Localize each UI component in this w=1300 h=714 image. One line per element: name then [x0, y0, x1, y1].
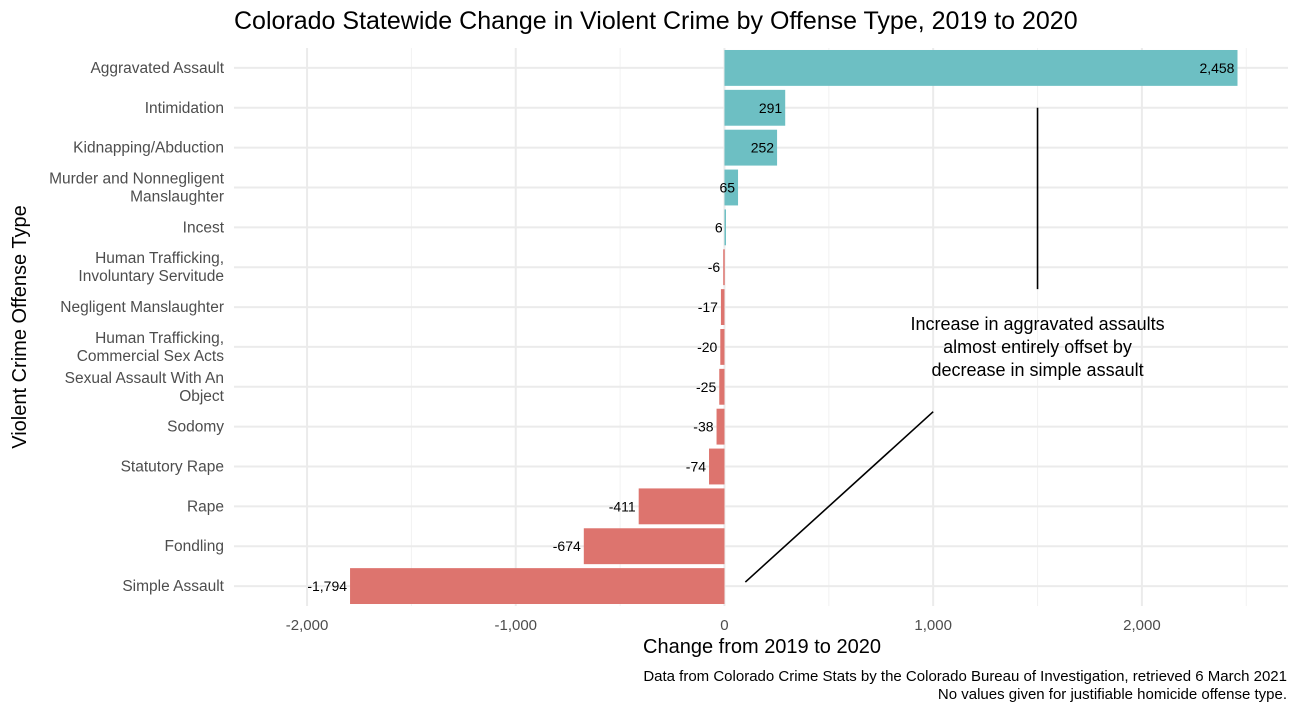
bar-value-label: 2,458: [1199, 60, 1234, 76]
caption-line: Data from Colorado Crime Stats by the Co…: [643, 668, 1287, 685]
bar-value-label: -20: [697, 339, 717, 355]
y-tick-label: Rape: [187, 498, 224, 515]
y-tick-label: Sexual Assault With An Object: [65, 370, 225, 405]
x-tick-label: 0: [720, 617, 728, 634]
annotation: Increase in aggravated assaults almost en…: [744, 107, 1165, 583]
y-tick-label: Simple Assault: [122, 578, 224, 595]
x-tick-label: 2,000: [1123, 617, 1161, 634]
bar: [724, 89, 786, 126]
y-axis-title: Violent Crime Offense Type: [9, 205, 31, 448]
y-tick-label: Fondling: [165, 538, 224, 555]
bar-value-label: 291: [759, 100, 783, 116]
bar-value-label: -411: [609, 498, 636, 514]
y-tick-label: Human Trafficking, Involuntary Servitude: [78, 250, 224, 285]
y-tick-label: Aggravated Assault: [90, 60, 224, 77]
caption: Data from Colorado Crime Stats by the Co…: [643, 668, 1287, 703]
bar-value-label: -6: [708, 259, 721, 275]
x-axis-title: Change from 2019 to 2020: [643, 636, 881, 658]
y-tick-label: Sodomy: [167, 419, 224, 436]
x-tick-label: 1,000: [914, 617, 952, 634]
bars: 2,458 291 252 65 6 -6 -17 -20 -25 -38 -74 -411 -674 -…: [307, 49, 1238, 605]
caption-line: No values given for justifiable homicide…: [938, 686, 1287, 703]
bar-value-label: 252: [751, 140, 775, 156]
bar: [719, 368, 725, 405]
bar-value-label: -17: [698, 299, 718, 315]
x-tick-label: -2,000: [286, 617, 329, 634]
bar-value-label: -1,794: [307, 578, 347, 594]
x-tick-label: -1,000: [494, 617, 537, 634]
bar-value-label: -674: [553, 538, 581, 554]
bar: [723, 249, 725, 286]
y-tick-label: Human Trafficking, Commercial Sex Acts: [77, 330, 225, 365]
bar: [724, 129, 778, 166]
bar: [724, 209, 726, 246]
bar: [350, 568, 725, 605]
bar: [724, 49, 1238, 86]
annotation-text: Increase in aggravated assaults almost en…: [910, 314, 1164, 380]
y-tick-label: Statutory Rape: [121, 459, 224, 476]
bar-value-label: 65: [719, 180, 735, 196]
y-tick-label: Intimidation: [145, 100, 224, 117]
x-axis-ticks: -2,000 -1,000 0 1,000 2,000: [286, 617, 1161, 634]
bar-value-label: -38: [693, 419, 713, 435]
bar-value-label: -25: [696, 379, 716, 395]
y-tick-label: Incest: [183, 219, 225, 236]
chart-title: Colorado Statewide Change in Violent Cri…: [234, 7, 1078, 35]
bar: [716, 408, 725, 445]
bar: [724, 169, 739, 206]
y-tick-label: Murder and Nonnegligent Manslaughter: [49, 171, 225, 206]
bar: [583, 528, 725, 565]
y-axis-labels: Aggravated Assault Intimidation Kidnapping…: [49, 60, 225, 595]
y-tick-label: Negligent Manslaughter: [60, 299, 224, 316]
bar-value-label: -74: [686, 459, 706, 475]
bar: [638, 488, 725, 525]
bar-value-label: 6: [715, 219, 723, 235]
annotation-line-down: [744, 411, 934, 583]
y-tick-label: Kidnapping/Abduction: [73, 140, 224, 157]
bar: [720, 289, 725, 326]
bar: [709, 448, 725, 485]
bar: [720, 328, 725, 365]
